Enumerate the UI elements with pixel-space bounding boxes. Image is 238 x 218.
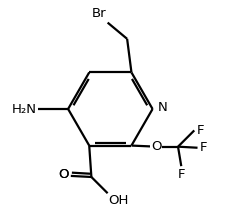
Text: F: F	[178, 168, 185, 181]
Text: O: O	[151, 140, 162, 153]
Text: Br: Br	[92, 7, 107, 20]
Text: O: O	[58, 168, 69, 181]
Text: O: O	[151, 140, 162, 153]
Text: N: N	[158, 101, 168, 114]
Text: H₂N: H₂N	[12, 102, 37, 116]
Text: F: F	[196, 124, 204, 137]
Text: O: O	[58, 168, 69, 181]
Text: F: F	[200, 141, 207, 154]
Text: OH: OH	[109, 194, 129, 207]
